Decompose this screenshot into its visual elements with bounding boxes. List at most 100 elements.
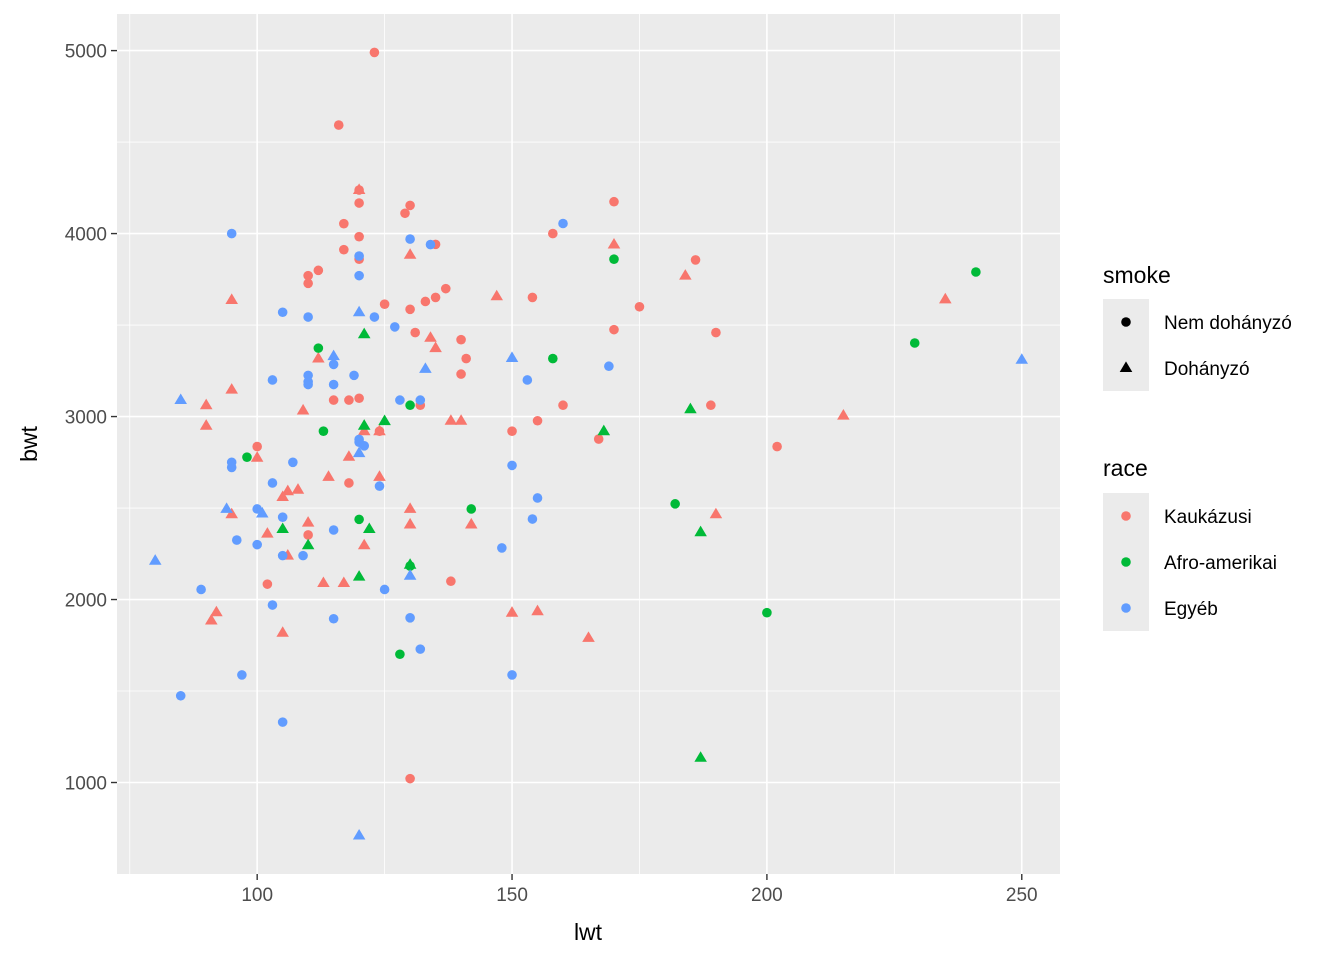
data-point-triangle xyxy=(403,517,417,529)
data-point-triangle xyxy=(490,289,503,301)
data-point-circle xyxy=(374,481,385,491)
data-point-circle xyxy=(318,426,329,436)
data-point-circle xyxy=(328,395,339,405)
data-point-circle xyxy=(303,530,313,540)
data-point-circle xyxy=(405,773,415,784)
data-point-triangle xyxy=(357,419,371,430)
data-point-triangle xyxy=(296,403,310,415)
data-point-triangle xyxy=(454,414,468,425)
data-point-triangle xyxy=(939,292,952,304)
data-point-triangle xyxy=(352,183,366,194)
x-tick-label: 200 xyxy=(751,885,783,906)
data-point-circle xyxy=(558,218,568,229)
data-point-circle xyxy=(527,292,538,303)
data-point-circle xyxy=(971,267,981,277)
data-point-circle xyxy=(359,441,370,451)
data-point-circle xyxy=(175,690,186,701)
data-point-triangle xyxy=(403,558,417,569)
data-point-circle xyxy=(344,395,354,405)
data-point-circle xyxy=(252,504,262,514)
data-point-circle xyxy=(196,584,206,595)
data-point-circle xyxy=(609,254,619,264)
data-point-triangle xyxy=(357,424,371,436)
data-point-circle xyxy=(354,270,364,281)
data-point-circle xyxy=(405,400,415,411)
data-point-circle xyxy=(430,292,441,303)
x-axis-title: lwt xyxy=(574,919,603,945)
legend: smoke Nem dohányzó Dohányzó race Kaukázusi Af… xyxy=(1103,262,1292,631)
data-point-circle xyxy=(527,514,538,524)
legend-label: Nem dohányzó xyxy=(1164,313,1292,334)
data-point-triangle xyxy=(276,490,289,501)
data-point-circle xyxy=(420,296,431,307)
data-point-circle xyxy=(762,607,772,618)
data-point-circle xyxy=(405,613,415,623)
data-point-circle xyxy=(267,375,278,385)
data-point-circle xyxy=(405,304,415,315)
data-point-circle xyxy=(303,278,313,289)
data-point-circle xyxy=(909,338,920,348)
data-point-triangle xyxy=(679,269,692,280)
data-point-circle xyxy=(277,550,288,561)
data-point-circle xyxy=(303,376,313,387)
x-tick-label: 150 xyxy=(496,885,528,906)
data-point-triangle xyxy=(312,351,325,363)
minor-gridlines xyxy=(117,14,1060,874)
data-point-triangle xyxy=(373,470,386,481)
data-point-circle xyxy=(226,228,237,239)
data-point-circle xyxy=(405,200,415,211)
y-tick-label: 2000 xyxy=(65,591,107,612)
data-point-circle xyxy=(333,120,344,130)
data-point-circle xyxy=(415,395,426,405)
data-point-triangle xyxy=(199,419,213,430)
data-point-circle xyxy=(609,196,619,207)
data-point-circle xyxy=(522,375,533,385)
data-point-triangle xyxy=(607,238,621,249)
data-point-circle xyxy=(461,353,471,364)
data-point-triangle xyxy=(149,554,162,565)
data-point-triangle xyxy=(352,305,366,317)
data-point-triangle xyxy=(281,484,294,496)
data-point-circle xyxy=(242,452,252,462)
legend-key-circle xyxy=(1121,603,1131,613)
data-point-circle xyxy=(497,543,507,553)
data-point-triangle xyxy=(694,525,707,537)
data-point-triangle xyxy=(424,331,437,342)
data-point-triangle xyxy=(352,446,366,458)
data-point-triangle xyxy=(403,502,417,513)
data-point-circle xyxy=(252,539,262,550)
data-point-circle xyxy=(298,550,308,561)
data-point-triangle xyxy=(220,502,233,513)
data-point-circle xyxy=(328,359,339,370)
data-point-circle xyxy=(354,198,364,208)
data-point-circle xyxy=(267,600,278,610)
data-point-triangle xyxy=(582,631,595,642)
data-point-triangle xyxy=(225,293,238,304)
data-point-circle xyxy=(328,613,339,624)
x-tick-label: 250 xyxy=(1006,885,1038,906)
data-point-circle xyxy=(507,426,517,436)
data-point-circle xyxy=(262,579,273,589)
data-point-triangle xyxy=(505,606,519,617)
data-point-triangle xyxy=(205,614,218,625)
legend-label: Kaukázusi xyxy=(1164,507,1252,528)
data-point-circle xyxy=(354,251,364,261)
data-point-circle xyxy=(313,265,324,276)
data-point-triangle xyxy=(357,538,371,550)
x-tick-label: 100 xyxy=(241,885,273,906)
data-point-circle xyxy=(634,301,645,312)
data-point-triangle xyxy=(597,424,611,436)
y-axis-title: bwt xyxy=(16,425,42,461)
data-point-circle xyxy=(277,717,288,727)
data-point-circle xyxy=(379,299,390,310)
data-point-circle xyxy=(303,312,313,322)
legend-label: Dohányzó xyxy=(1164,359,1250,380)
data-point-circle xyxy=(548,353,558,364)
data-point-triangle xyxy=(837,409,850,420)
data-point-circle xyxy=(339,218,349,229)
data-point-circle xyxy=(252,441,262,452)
data-point-circle xyxy=(532,493,543,503)
data-point-circle xyxy=(609,324,619,335)
data-point-circle xyxy=(277,512,288,522)
data-point-triangle xyxy=(301,538,315,550)
